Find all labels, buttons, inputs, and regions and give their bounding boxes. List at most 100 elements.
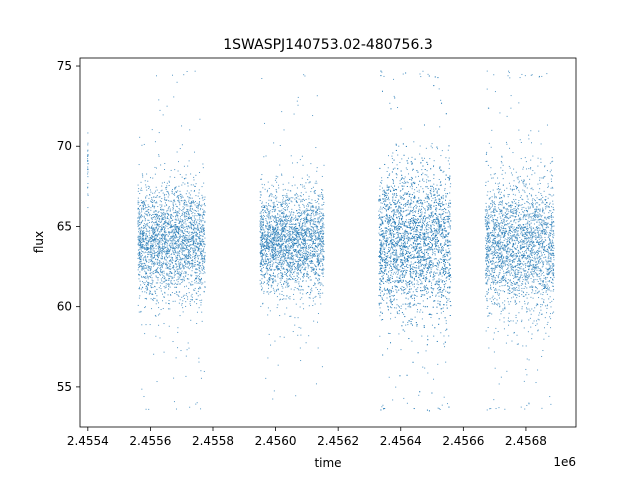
data-point: [154, 270, 156, 272]
data-point: [180, 200, 182, 202]
data-point: [296, 231, 298, 233]
data-point: [191, 293, 193, 295]
data-point: [87, 171, 89, 173]
data-point: [296, 236, 298, 238]
data-point: [318, 203, 320, 205]
data-point: [194, 279, 196, 281]
data-point: [173, 225, 175, 227]
data-point: [176, 191, 178, 193]
data-point: [139, 252, 141, 254]
data-point: [261, 174, 263, 176]
data-point: [307, 258, 309, 260]
data-point: [175, 203, 177, 205]
data-point: [202, 225, 204, 227]
data-point: [138, 239, 140, 241]
data-point: [302, 237, 304, 239]
data-point: [274, 279, 276, 281]
data-point: [190, 240, 192, 242]
data-point: [190, 240, 192, 242]
data-point: [165, 302, 167, 304]
data-point: [287, 284, 289, 286]
data-point: [261, 202, 263, 204]
data-point: [291, 226, 293, 228]
data-point: [269, 268, 271, 270]
data-point: [191, 238, 193, 240]
data-point: [195, 238, 197, 240]
data-point: [139, 213, 141, 215]
data-point: [148, 240, 150, 242]
data-point: [297, 267, 299, 269]
data-point: [154, 222, 156, 224]
data-point: [178, 251, 180, 253]
data-point: [295, 239, 297, 241]
data-point: [152, 286, 154, 288]
data-point: [320, 219, 322, 221]
data-point: [299, 232, 301, 234]
data-point: [192, 228, 194, 230]
data-point: [140, 245, 142, 247]
data-point: [293, 278, 295, 280]
data-point: [142, 233, 144, 235]
data-point: [304, 238, 306, 240]
data-point: [280, 234, 282, 236]
data-point: [286, 209, 288, 211]
data-point: [192, 263, 194, 265]
data-point: [161, 213, 163, 215]
data-point: [266, 259, 268, 261]
data-point: [268, 279, 270, 281]
data-point: [148, 238, 150, 240]
data-point: [315, 237, 317, 239]
data-point: [149, 268, 151, 270]
data-point: [147, 284, 149, 286]
data-point: [282, 229, 284, 231]
data-point: [286, 262, 288, 264]
data-point: [144, 203, 146, 205]
data-point: [313, 272, 315, 274]
data-point: [186, 215, 188, 217]
data-point: [154, 141, 156, 143]
data-point: [295, 216, 297, 218]
data-point: [320, 303, 322, 305]
data-point: [297, 252, 299, 254]
data-point: [261, 183, 263, 185]
data-point: [196, 215, 198, 217]
data-point: [197, 228, 199, 229]
data-point: [184, 239, 186, 241]
data-point: [291, 253, 293, 255]
data-point: [191, 281, 193, 283]
data-point: [316, 228, 318, 230]
data-point: [154, 252, 156, 254]
data-point: [181, 270, 183, 272]
data-point: [300, 257, 302, 259]
data-point: [141, 388, 143, 390]
data-point: [187, 266, 189, 268]
data-point: [263, 252, 265, 254]
data-point: [269, 310, 271, 312]
data-point: [149, 194, 151, 196]
data-point: [151, 260, 153, 262]
data-point: [266, 191, 268, 193]
data-point: [313, 210, 315, 212]
data-point: [312, 115, 314, 117]
data-point: [311, 245, 313, 247]
data-point: [279, 277, 281, 279]
data-point: [273, 247, 275, 249]
data-point: [274, 251, 276, 253]
data-point: [194, 245, 196, 247]
data-point: [151, 198, 153, 200]
data-point: [322, 213, 324, 215]
data-point: [192, 232, 194, 234]
data-point: [167, 191, 169, 193]
data-point: [192, 241, 194, 243]
data-point: [188, 215, 190, 217]
data-point: [281, 243, 283, 245]
data-point: [165, 285, 167, 287]
data-point: [169, 272, 171, 274]
data-point: [164, 251, 166, 253]
data-point: [198, 237, 200, 239]
data-point: [296, 235, 298, 237]
data-point: [315, 180, 317, 182]
data-point: [156, 223, 158, 225]
data-point: [272, 247, 274, 249]
data-point: [182, 245, 184, 247]
